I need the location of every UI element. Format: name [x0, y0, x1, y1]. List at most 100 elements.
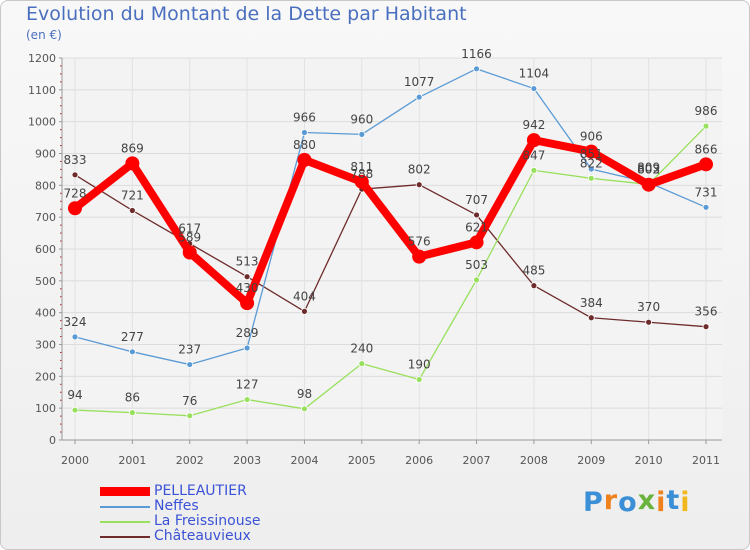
- data-point: [128, 207, 136, 214]
- data-point: [702, 323, 710, 331]
- data-label: 576: [408, 235, 431, 249]
- data-label: 788: [350, 167, 373, 181]
- x-tick-label: 2010: [635, 454, 663, 467]
- data-label: 240: [350, 342, 373, 356]
- data-point: [702, 122, 710, 130]
- data-label: 721: [121, 188, 144, 202]
- y-tick-label: 1000: [28, 116, 56, 129]
- data-point: [412, 249, 427, 264]
- data-point: [641, 177, 656, 192]
- data-label: 404: [293, 289, 316, 303]
- data-label: 851: [580, 147, 603, 161]
- data-point: [415, 376, 423, 383]
- data-point: [530, 282, 538, 290]
- data-label: 986: [695, 104, 718, 118]
- data-label: 1077: [404, 75, 435, 89]
- data-point: [186, 361, 194, 368]
- chart-legend: PELLEAUTIER Neffes La Freissinouse Châteauv…: [100, 484, 261, 544]
- x-tick-label: 2003: [233, 454, 261, 467]
- data-label: 880: [293, 138, 316, 152]
- y-tick-label: 600: [35, 243, 56, 256]
- logo-letter: t: [666, 485, 681, 516]
- data-label: 802: [637, 163, 660, 177]
- data-point: [301, 405, 308, 413]
- y-tick-label: 1200: [28, 52, 56, 65]
- data-point: [473, 276, 480, 284]
- data-label: 942: [522, 118, 545, 132]
- data-point: [473, 65, 480, 73]
- data-point: [71, 406, 79, 414]
- data-point: [71, 171, 79, 179]
- data-label: 960: [350, 112, 373, 126]
- data-label: 906: [580, 130, 603, 144]
- data-label: 803: [637, 162, 660, 176]
- x-tick-label: 2001: [118, 454, 146, 467]
- legend-label: La Freissinouse: [154, 513, 261, 529]
- data-point: [587, 165, 595, 173]
- data-label: 356: [695, 305, 718, 319]
- data-point: [68, 201, 82, 216]
- data-point: [243, 273, 251, 281]
- y-tick-label: 800: [35, 179, 56, 192]
- data-point: [354, 174, 369, 189]
- data-point: [645, 318, 653, 326]
- data-label: 190: [408, 358, 431, 372]
- data-label: 513: [236, 255, 259, 269]
- data-label: 847: [522, 148, 545, 162]
- data-label: 86: [125, 391, 140, 405]
- legend-swatch: [100, 487, 150, 496]
- legend-item: La Freissinouse: [100, 514, 261, 529]
- data-point: [301, 307, 308, 315]
- data-label: 866: [695, 142, 718, 156]
- data-point: [530, 85, 538, 92]
- data-point: [587, 174, 595, 182]
- data-point: [128, 409, 136, 417]
- data-label: 811: [350, 160, 373, 174]
- legend-swatch: [100, 505, 150, 508]
- y-tick-label: 1100: [28, 84, 56, 97]
- x-tick-label: 2006: [405, 454, 433, 467]
- legend-label: Neffes: [154, 498, 199, 514]
- data-label: 127: [236, 378, 259, 392]
- data-label: 370: [637, 300, 660, 314]
- x-tick-label: 2004: [290, 454, 318, 467]
- data-label: 617: [178, 222, 201, 236]
- logo-letter: o: [618, 487, 638, 518]
- y-tick-label: 200: [35, 370, 56, 383]
- data-label: 289: [236, 326, 259, 340]
- data-point: [301, 129, 308, 136]
- x-tick-label: 2008: [520, 454, 548, 467]
- x-tick-label: 2002: [176, 454, 204, 467]
- logo-letter: P: [583, 487, 604, 518]
- data-label: 485: [522, 264, 545, 278]
- data-point: [71, 333, 79, 341]
- logo-letter: i: [680, 487, 691, 518]
- data-point: [526, 133, 541, 148]
- data-label: 503: [465, 258, 488, 272]
- legend-item: Châteauvieux: [100, 529, 261, 544]
- logo-letter: i: [656, 487, 667, 518]
- data-point: [297, 152, 312, 167]
- data-label: 324: [64, 315, 87, 329]
- data-point: [587, 314, 595, 322]
- y-tick-label: 700: [35, 211, 56, 224]
- data-point: [699, 157, 713, 172]
- data-label: 237: [178, 343, 201, 357]
- data-point: [125, 156, 140, 171]
- y-tick-label: 300: [35, 339, 56, 352]
- data-label: 94: [67, 388, 82, 402]
- data-point: [240, 296, 255, 311]
- data-label: 731: [695, 185, 718, 199]
- series-line: [74, 68, 707, 366]
- data-point: [473, 211, 480, 219]
- data-label: 1166: [461, 47, 492, 61]
- data-label: 707: [465, 193, 488, 207]
- data-label: 621: [465, 220, 488, 234]
- data-label: 76: [182, 394, 197, 408]
- data-point: [530, 166, 538, 174]
- series-line: [74, 125, 707, 417]
- data-label: 589: [178, 231, 201, 245]
- y-tick-label: 400: [35, 307, 56, 320]
- legend-label: Châteauvieux: [154, 528, 251, 544]
- data-point: [358, 130, 366, 138]
